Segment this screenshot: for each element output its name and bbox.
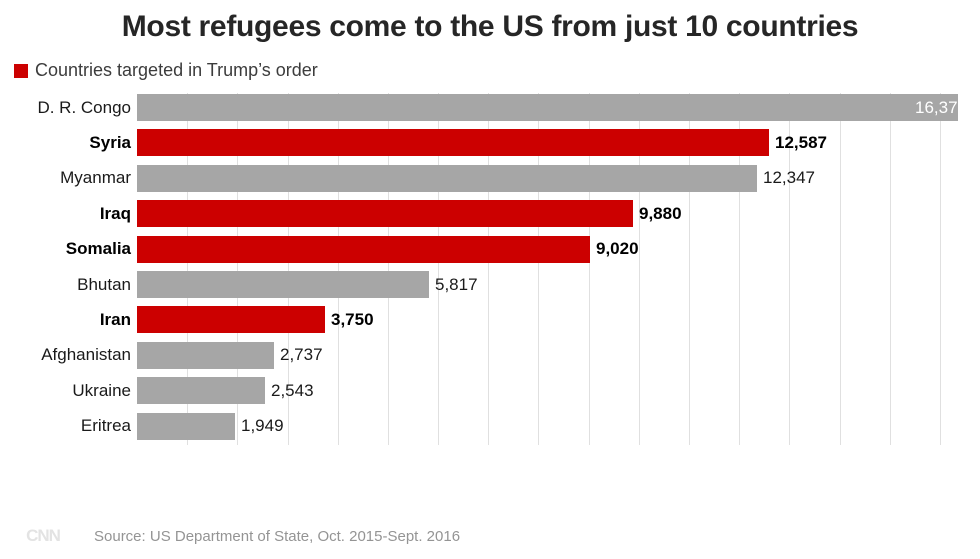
- bar-value-label: 16,370: [915, 97, 967, 117]
- bar-row[interactable]: Iran 3,750: [100, 306, 975, 334]
- bar[interactable]: [137, 271, 429, 298]
- bar-row[interactable]: D. R. Congo 16,370: [37, 94, 975, 121]
- bar-category-label: D. R. Congo: [37, 97, 131, 117]
- chart-legend: Countries targeted in Trump’s order: [14, 60, 980, 81]
- plot-area: D. R. Congo 16,370 Syria 12,587 Myanmar 12,34…: [37, 93, 975, 445]
- bar[interactable]: [137, 164, 757, 192]
- bar-category-label: Iran: [99, 309, 131, 329]
- legend-label: Countries targeted in Trump’s order: [35, 60, 318, 80]
- bar-row[interactable]: Syria 12,587: [89, 129, 975, 157]
- bar-value-label: 1,949: [241, 416, 284, 436]
- bar-category-label: Bhutan: [77, 274, 131, 294]
- bar[interactable]: [137, 129, 769, 157]
- bar[interactable]: [137, 94, 958, 121]
- bar-category-label: Eritrea: [80, 416, 131, 436]
- bar-category-label: Syria: [89, 132, 131, 152]
- cnn-logo: CNN: [26, 526, 61, 545]
- bar-value-label: 2,737: [280, 345, 323, 365]
- bar[interactable]: [137, 306, 325, 334]
- chart-footer: CNN Source: US Department of State, Oct.…: [0, 525, 980, 547]
- bar-row[interactable]: Bhutan 5,817: [77, 271, 975, 298]
- bar-value-label: 5,817: [435, 274, 478, 294]
- bar-category-label: Myanmar: [60, 168, 131, 188]
- bar[interactable]: [137, 377, 265, 405]
- bar-row[interactable]: Eritrea 1,949: [81, 412, 975, 440]
- bar-row[interactable]: Myanmar 12,347: [60, 164, 975, 192]
- bar-rows: D. R. Congo 16,370 Syria 12,587 Myanmar 12,34…: [37, 93, 975, 445]
- bar-category-label: Iraq: [99, 203, 131, 223]
- bar-value-label: 2,543: [271, 380, 314, 400]
- source-note: Source: US Department of State, Oct. 201…: [94, 527, 461, 545]
- bar-row[interactable]: Ukraine 2,543: [72, 377, 975, 405]
- bar-value-label: 3,750: [331, 309, 374, 329]
- bar-row[interactable]: Somalia 9,020: [66, 235, 975, 263]
- bar-category-label: Somalia: [65, 239, 131, 259]
- bar[interactable]: [137, 200, 633, 228]
- page-title: Most refugees come to the US from just 1…: [121, 10, 859, 43]
- bar-value-label: 9,880: [639, 203, 682, 223]
- bar-category-label: Afghanistan: [41, 345, 131, 365]
- bar[interactable]: [137, 412, 235, 440]
- bar-row[interactable]: Iraq 9,880: [100, 200, 975, 228]
- bar[interactable]: [137, 235, 590, 263]
- bar-value-label: 12,587: [775, 132, 827, 152]
- legend-swatch-icon: [14, 63, 28, 78]
- bar-chart: D. R. Congo 16,370 Syria 12,587 Myanmar 12,34…: [0, 93, 980, 445]
- bar-row[interactable]: Afghanistan 2,737: [41, 341, 975, 369]
- bar[interactable]: [137, 341, 274, 369]
- bar-value-label: 9,020: [596, 239, 639, 259]
- bar-value-label: 12,347: [763, 168, 815, 188]
- bar-category-label: Ukraine: [72, 380, 131, 400]
